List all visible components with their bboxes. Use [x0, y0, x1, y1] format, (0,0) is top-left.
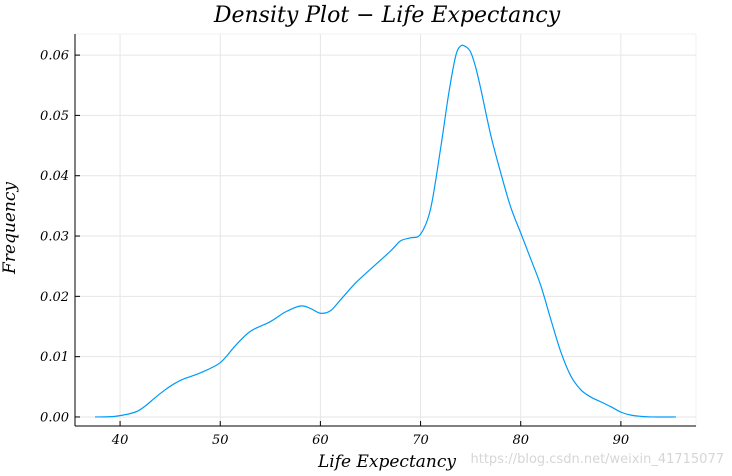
- series-layer: [95, 44, 676, 418]
- y-tick-label: 0.06: [40, 49, 69, 64]
- axes: [74, 34, 696, 427]
- y-ticks: 0.00 0.01 0.02 0.03 0.04 0.05 0.06: [40, 49, 80, 425]
- x-tick-label: 40: [111, 433, 129, 448]
- x-axis-label: Life Expectancy: [317, 452, 456, 472]
- grid: [75, 34, 696, 426]
- x-tick-label: 60: [312, 433, 329, 448]
- density-curve: [95, 44, 676, 418]
- y-tick-label: 0.02: [40, 290, 69, 305]
- y-tick-label: 0.00: [40, 410, 69, 425]
- y-tick-label: 0.05: [40, 109, 69, 124]
- x-tick-label: 50: [212, 433, 229, 448]
- watermark: https://blog.csdn.net/weixin_41715077: [470, 452, 724, 467]
- x-ticks: 40 50 60 70 80 90: [111, 421, 629, 448]
- y-tick-label: 0.01: [40, 350, 69, 365]
- chart-title: Density Plot − Life Expectancy: [213, 3, 561, 28]
- x-tick-label: 70: [412, 433, 429, 448]
- y-tick-label: 0.03: [40, 230, 69, 245]
- x-tick-label: 90: [613, 433, 630, 448]
- y-tick-label: 0.04: [40, 169, 69, 184]
- y-axis-label: Frequency: [0, 182, 20, 275]
- x-tick-label: 80: [512, 433, 529, 448]
- plot-frame: [75, 33, 697, 426]
